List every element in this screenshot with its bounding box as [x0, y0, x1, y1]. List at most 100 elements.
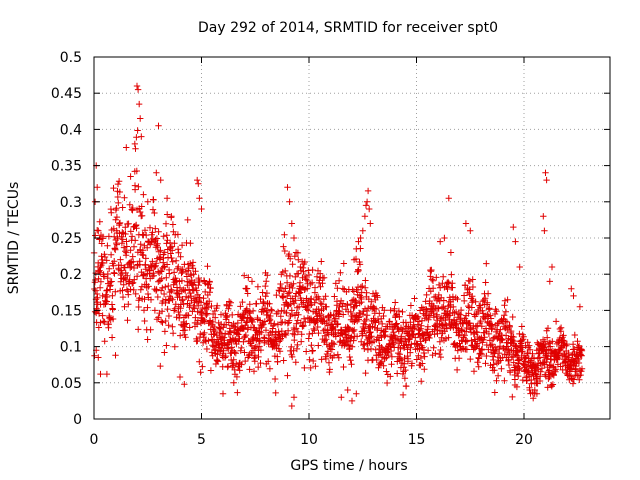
data-point	[531, 386, 538, 394]
data-point	[179, 296, 186, 303]
data-point	[421, 366, 428, 373]
data-point	[240, 315, 247, 322]
data-point	[387, 307, 394, 314]
data-point	[575, 359, 583, 367]
data-point	[503, 318, 511, 326]
data-point	[196, 195, 203, 202]
data-point	[473, 329, 481, 336]
data-point	[239, 298, 246, 306]
data-point	[310, 325, 317, 333]
data-point	[569, 380, 577, 387]
data-point	[504, 296, 511, 303]
data-point	[136, 294, 143, 302]
data-point	[455, 355, 463, 362]
data-point	[518, 323, 525, 330]
data-point	[357, 283, 365, 291]
data-point	[132, 290, 139, 298]
data-point	[279, 293, 287, 301]
data-point	[162, 296, 169, 303]
data-point	[191, 305, 198, 312]
data-point	[426, 334, 433, 342]
data-point	[493, 360, 501, 367]
data-point	[445, 334, 452, 341]
data-point	[232, 350, 239, 357]
data-point	[515, 372, 522, 380]
data-point	[95, 354, 102, 361]
data-point	[186, 289, 194, 297]
y-axis-label: SRMTID / TECUs	[6, 182, 22, 295]
data-point	[276, 348, 284, 355]
data-point	[418, 378, 425, 385]
data-point	[243, 319, 250, 326]
data-point	[115, 199, 122, 207]
data-point	[416, 345, 423, 353]
data-point	[383, 368, 390, 375]
data-point	[295, 311, 302, 318]
data-point	[417, 354, 425, 362]
data-point	[171, 305, 179, 312]
data-point	[331, 293, 338, 300]
data-point	[550, 372, 557, 379]
data-point	[501, 377, 508, 384]
data-point	[353, 333, 361, 340]
data-point	[103, 287, 110, 294]
data-point	[132, 237, 139, 244]
data-point	[238, 361, 245, 368]
data-point	[483, 260, 490, 267]
data-point	[440, 273, 447, 280]
data-point	[255, 343, 263, 350]
data-point	[266, 300, 273, 307]
data-point	[463, 338, 471, 345]
data-point	[99, 233, 107, 240]
data-point	[265, 358, 272, 365]
data-point	[456, 331, 463, 338]
data-point	[241, 272, 248, 279]
data-point	[101, 338, 108, 345]
data-point	[97, 278, 105, 285]
data-point	[242, 357, 249, 365]
data-point	[113, 239, 120, 247]
data-point	[359, 311, 367, 318]
data-point	[322, 355, 330, 363]
data-point	[529, 350, 536, 357]
data-point	[363, 289, 370, 296]
data-point	[348, 343, 356, 350]
data-point	[264, 272, 271, 279]
data-point	[161, 349, 168, 356]
data-point	[387, 373, 394, 380]
data-point	[436, 338, 444, 345]
data-point	[262, 327, 270, 334]
data-point	[197, 330, 204, 338]
data-point	[174, 231, 182, 238]
data-point	[119, 229, 126, 236]
data-point	[443, 325, 450, 332]
data-point	[353, 390, 360, 397]
data-point	[176, 311, 183, 319]
data-point	[120, 281, 127, 288]
data-point	[158, 275, 165, 282]
data-point	[315, 342, 322, 349]
data-point	[150, 196, 157, 204]
data-point	[441, 234, 448, 242]
data-point	[563, 340, 571, 348]
data-point	[263, 289, 271, 297]
data-point	[545, 340, 553, 347]
data-point	[350, 328, 357, 335]
data-point	[246, 301, 253, 308]
data-point	[278, 327, 285, 335]
data-point	[97, 263, 104, 271]
data-point	[286, 198, 293, 205]
data-point	[260, 321, 267, 328]
data-point	[206, 278, 213, 286]
data-point	[399, 391, 407, 399]
data-point	[125, 220, 132, 227]
data-point	[311, 327, 318, 334]
data-point	[137, 286, 144, 293]
data-point	[496, 345, 503, 353]
data-point	[344, 302, 351, 309]
data-point	[230, 362, 237, 369]
data-point	[181, 321, 188, 328]
data-point	[290, 234, 298, 242]
data-point	[227, 299, 234, 306]
data-point	[475, 308, 482, 316]
